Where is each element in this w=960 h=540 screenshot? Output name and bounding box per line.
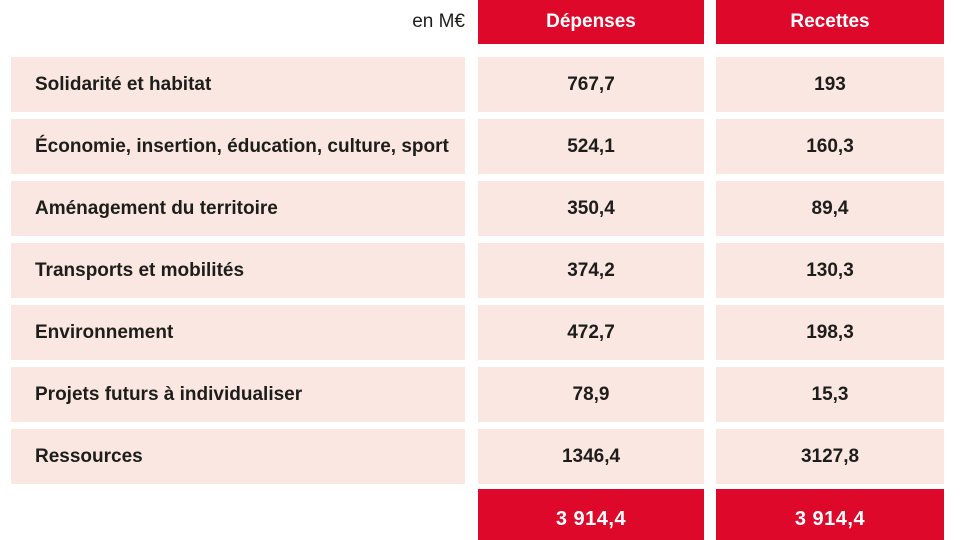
row-label: Solidarité et habitat [11,57,465,112]
row-label: Transports et mobilités [11,243,465,298]
row-value-depenses: 374,2 [478,243,704,298]
table-row: Ressources 1346,4 3127,8 [0,429,960,484]
column-header-recettes: Recettes [716,0,944,44]
table-row: Transports et mobilités 374,2 130,3 [0,243,960,298]
row-label: Économie, insertion, éducation, culture,… [11,119,465,174]
row-value-recettes: 193 [716,57,944,112]
row-value-depenses: 1346,4 [478,429,704,484]
table-row: Économie, insertion, éducation, culture,… [0,119,960,174]
table-header-row: en M€ Dépenses Recettes [0,0,960,44]
table-row: Solidarité et habitat 767,7 193 [0,57,960,112]
row-value-recettes: 160,3 [716,119,944,174]
total-depenses: 3 914,4 [478,489,704,540]
row-label: Ressources [11,429,465,484]
row-value-recettes: 3127,8 [716,429,944,484]
table-row: Projets futurs à individualiser 78,9 15,… [0,367,960,422]
row-label: Projets futurs à individualiser [11,367,465,422]
total-recettes: 3 914,4 [716,489,944,540]
row-value-depenses: 350,4 [478,181,704,236]
row-value-depenses: 767,7 [478,57,704,112]
row-value-recettes: 198,3 [716,305,944,360]
table-row: Environnement 472,7 198,3 [0,305,960,360]
table-row: Aménagement du territoire 350,4 89,4 [0,181,960,236]
table-total-row: 3 914,4 3 914,4 [0,489,960,540]
row-value-depenses: 524,1 [478,119,704,174]
row-value-depenses: 472,7 [478,305,704,360]
row-value-recettes: 15,3 [716,367,944,422]
row-value-depenses: 78,9 [478,367,704,422]
column-header-depenses: Dépenses [478,0,704,44]
row-label: Aménagement du territoire [11,181,465,236]
unit-label: en M€ [412,11,465,32]
row-label: Environnement [11,305,465,360]
row-value-recettes: 130,3 [716,243,944,298]
row-value-recettes: 89,4 [716,181,944,236]
